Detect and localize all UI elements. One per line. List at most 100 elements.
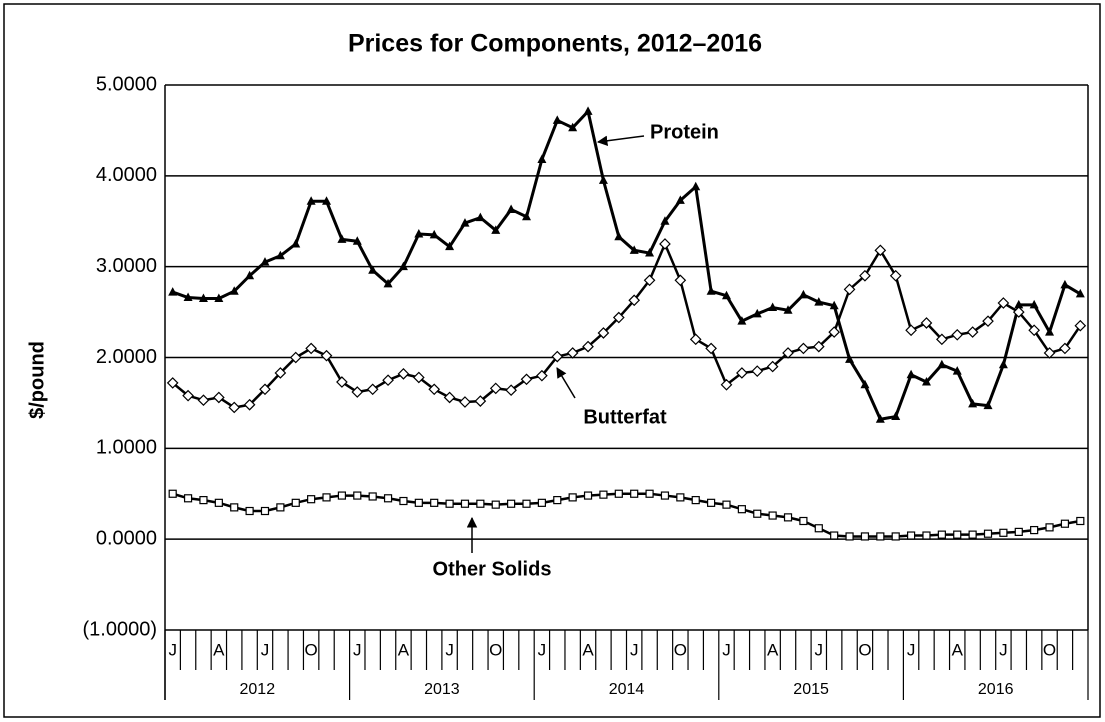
point <box>737 505 746 514</box>
point <box>230 503 239 512</box>
point <box>336 376 348 388</box>
point <box>245 270 255 280</box>
point <box>459 396 471 408</box>
point <box>1060 279 1070 289</box>
point <box>843 283 856 296</box>
point <box>906 531 916 540</box>
point <box>583 491 593 500</box>
point <box>1043 347 1056 359</box>
point <box>428 383 441 396</box>
x-tick-label: J <box>722 640 731 659</box>
point <box>412 371 425 384</box>
point <box>1060 519 1070 528</box>
point <box>414 498 423 507</box>
point <box>183 494 193 503</box>
point <box>243 398 256 411</box>
point <box>505 384 517 397</box>
point <box>307 495 316 504</box>
x-tick-label: J <box>538 640 547 659</box>
point <box>999 528 1008 537</box>
point <box>183 292 193 302</box>
x-tick-label: J <box>445 640 454 659</box>
point <box>198 293 208 302</box>
point <box>891 532 900 541</box>
point <box>783 305 793 314</box>
point <box>689 333 702 346</box>
point <box>968 398 978 408</box>
point <box>168 489 177 498</box>
point <box>429 229 439 239</box>
point <box>951 328 964 341</box>
point <box>876 532 885 541</box>
point <box>722 500 731 509</box>
point <box>814 297 824 306</box>
point <box>799 516 808 526</box>
point <box>751 365 764 377</box>
point <box>399 496 408 506</box>
point <box>475 212 485 222</box>
point <box>276 503 285 512</box>
point <box>1029 299 1039 309</box>
point <box>706 286 716 295</box>
point <box>753 509 762 518</box>
point <box>351 386 364 398</box>
point <box>291 238 301 248</box>
y-tick-label: 1.0000 <box>96 437 157 459</box>
point <box>1045 327 1055 336</box>
x-tick-label: O <box>858 640 871 659</box>
x-tick-label: J <box>907 640 916 659</box>
point <box>830 531 839 540</box>
point <box>737 316 747 325</box>
year-label: 2016 <box>978 681 1014 698</box>
point <box>645 248 655 257</box>
point <box>320 349 333 362</box>
point <box>522 211 532 221</box>
y-tick-label: 2.0000 <box>96 346 157 368</box>
point <box>245 506 254 516</box>
point <box>259 383 271 396</box>
point <box>383 278 393 288</box>
y-tick-label: 0.0000 <box>96 527 157 549</box>
point <box>1045 523 1054 532</box>
point <box>752 308 762 318</box>
point <box>368 492 377 501</box>
point <box>507 499 516 508</box>
point <box>337 234 347 243</box>
point <box>229 286 239 295</box>
point <box>352 236 362 245</box>
y-tick-label: (1.0000) <box>83 618 158 640</box>
point <box>582 340 594 353</box>
x-tick-label: O <box>1043 640 1056 659</box>
x-tick-label: A <box>582 640 594 659</box>
point <box>275 250 285 260</box>
x-tick-label: A <box>213 640 225 659</box>
point <box>643 274 656 287</box>
annotation: Butterfat <box>583 406 667 428</box>
point <box>1074 319 1087 332</box>
y-axis-label: $/pound <box>26 341 48 419</box>
point <box>691 496 700 505</box>
point <box>937 359 947 369</box>
point <box>551 350 564 363</box>
point <box>983 400 993 410</box>
point <box>660 216 670 225</box>
point <box>491 500 500 509</box>
point <box>982 315 994 328</box>
point <box>322 196 332 205</box>
point <box>845 532 854 541</box>
point <box>983 529 993 538</box>
point <box>860 532 870 541</box>
year-label: 2012 <box>240 681 276 698</box>
x-tick-label: J <box>630 640 639 659</box>
point <box>998 359 1008 369</box>
point <box>274 367 287 379</box>
point <box>568 493 577 502</box>
point <box>491 225 501 234</box>
point <box>829 300 839 310</box>
point <box>874 244 887 257</box>
point <box>921 377 931 386</box>
x-tick-label: J <box>999 640 1008 659</box>
point <box>782 347 794 359</box>
annotation: Other Solids <box>433 558 552 580</box>
